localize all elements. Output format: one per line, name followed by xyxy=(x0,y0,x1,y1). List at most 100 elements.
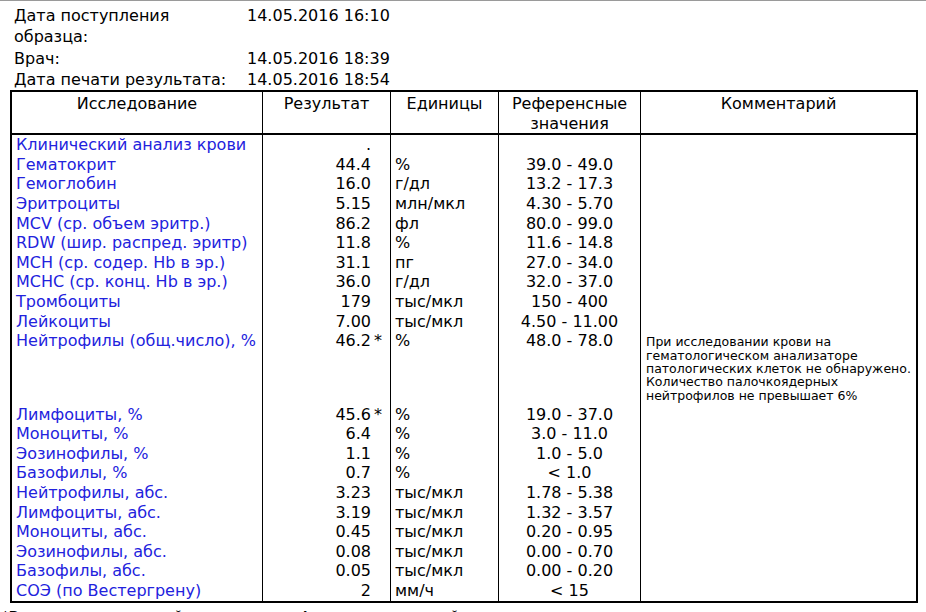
table-row: Гемоглобин 16.0 г/дл 13.2 - 17.3 xyxy=(12,174,916,194)
test-name: MCV (ср. объем эритр.) xyxy=(12,214,263,234)
test-result: 3.19 xyxy=(263,503,391,523)
table-row: Гематокрит 44.4 % 39.0 - 49.0 xyxy=(12,155,916,175)
test-units: % xyxy=(391,331,499,405)
test-result: 0.45 xyxy=(263,522,391,542)
result-value: 3.19 xyxy=(335,503,371,523)
out-of-range-marker xyxy=(371,581,390,601)
reference-range: 0.20 - 0.95 xyxy=(499,522,641,542)
test-result: 86.2 xyxy=(263,214,391,234)
test-comment xyxy=(641,424,916,444)
reference-range: 11.6 - 14.8 xyxy=(499,233,641,253)
reference-range: 4.30 - 5.70 xyxy=(499,194,641,214)
table-row: Базофилы, абс. 0.05 тыс/мкл 0.00 - 0.20 xyxy=(12,561,916,581)
test-units: пг xyxy=(391,253,499,273)
test-name: Эозинофилы, % xyxy=(12,444,263,464)
result-value: 0.45 xyxy=(335,522,371,542)
test-name: Нейтрофилы, абс. xyxy=(12,483,263,503)
test-units: тыс/мкл xyxy=(391,522,499,542)
test-result: 3.23 xyxy=(263,483,391,503)
test-result: 11.8 xyxy=(263,233,391,253)
meta-row-sample-date: Дата поступления образца: 14.05.2016 16:… xyxy=(14,5,926,48)
table-row: Эозинофилы, % 1.1 % 1.0 - 5.0 xyxy=(12,444,916,464)
test-result: 31.1 xyxy=(263,253,391,273)
results-table: Исследование Результат Единицы Референсн… xyxy=(10,90,918,602)
out-of-range-marker xyxy=(371,483,390,503)
result-value: 31.1 xyxy=(335,253,371,273)
test-comment xyxy=(641,312,916,332)
lab-report-page: { "colors": { "test_name_blue": "#2222dd… xyxy=(0,0,926,612)
reference-range: 1.78 - 5.38 xyxy=(499,483,641,503)
test-result: 45.6 * xyxy=(263,405,391,425)
sample-date-label: Дата поступления образца: xyxy=(14,5,247,48)
test-units: % xyxy=(391,444,499,464)
out-of-range-marker xyxy=(371,503,390,523)
out-of-range-marker xyxy=(371,135,390,155)
table-row: Лимфоциты, % 45.6 * % 19.0 - 37.0 xyxy=(12,405,916,425)
test-units: тыс/мкл xyxy=(391,312,499,332)
result-value: 45.6 xyxy=(335,405,371,425)
result-value: 0.05 xyxy=(335,561,371,581)
test-comment xyxy=(641,214,916,234)
table-row: Лимфоциты, абс. 3.19 тыс/мкл 1.32 - 3.57 xyxy=(12,503,916,523)
test-name: MCH (ср. содер. Hb в эр.) xyxy=(12,253,263,273)
test-units: % xyxy=(391,155,499,175)
table-row: Лейкоциты 7.00 тыс/мкл 4.50 - 11.00 xyxy=(12,312,916,332)
result-value: 16.0 xyxy=(335,174,371,194)
reference-range: 0.00 - 0.70 xyxy=(499,542,641,562)
header-test: Исследование xyxy=(12,92,263,133)
reference-range: 27.0 - 34.0 xyxy=(499,253,641,273)
sample-date-value: 14.05.2016 16:10 xyxy=(247,5,390,48)
test-result: 6.4 xyxy=(263,424,391,444)
result-value: 1.1 xyxy=(346,444,371,464)
test-result: 44.4 xyxy=(263,155,391,175)
test-comment xyxy=(641,174,916,194)
test-units: тыс/мкл xyxy=(391,483,499,503)
test-name: Нейтрофилы (общ.число), % xyxy=(12,331,263,405)
test-result: 46.2 * xyxy=(263,331,391,405)
doctor-label: Врач: xyxy=(14,48,247,69)
out-of-range-marker xyxy=(371,214,390,234)
test-comment xyxy=(641,581,916,601)
test-name: СОЭ (по Вестергрену) xyxy=(12,581,263,601)
reference-range: 150 - 400 xyxy=(499,292,641,312)
table-row: Нейтрофилы, абс. 3.23 тыс/мкл 1.78 - 5.3… xyxy=(12,483,916,503)
table-row: Клинический анализ крови . xyxy=(12,135,916,155)
test-units: % xyxy=(391,463,499,483)
test-name: Моноциты, % xyxy=(12,424,263,444)
out-of-range-marker xyxy=(371,194,390,214)
test-units: млн/мкл xyxy=(391,194,499,214)
reference-range: 1.0 - 5.0 xyxy=(499,444,641,464)
test-result: 16.0 xyxy=(263,174,391,194)
test-units: % xyxy=(391,405,499,425)
out-of-range-marker xyxy=(371,444,390,464)
table-row: Эозинофилы, абс. 0.08 тыс/мкл 0.00 - 0.7… xyxy=(12,542,916,562)
result-value: 3.23 xyxy=(335,483,371,503)
test-units: тыс/мкл xyxy=(391,561,499,581)
test-comment xyxy=(641,253,916,273)
print-date-value: 14.05.2016 18:54 xyxy=(247,69,390,90)
test-name: Моноциты, абс. xyxy=(12,522,263,542)
out-of-range-marker xyxy=(371,174,390,194)
test-result: 5.15 xyxy=(263,194,391,214)
test-comment xyxy=(641,194,916,214)
out-of-range-marker xyxy=(371,542,390,562)
table-row: Эритроциты 5.15 млн/мкл 4.30 - 5.70 xyxy=(12,194,916,214)
result-value: 2 xyxy=(361,581,371,601)
reference-range xyxy=(499,135,641,155)
test-comment xyxy=(641,522,916,542)
result-value: 46.2 xyxy=(335,331,371,405)
result-value: 86.2 xyxy=(335,214,371,234)
test-name: Лейкоциты xyxy=(12,312,263,332)
test-name: Гемоглобин xyxy=(12,174,263,194)
reference-range: 32.0 - 37.0 xyxy=(499,272,641,292)
report-meta: Дата поступления образца: 14.05.2016 16:… xyxy=(0,1,926,90)
out-of-range-marker xyxy=(371,522,390,542)
test-result: 179 xyxy=(263,292,391,312)
out-of-range-marker xyxy=(371,272,390,292)
test-result: 0.7 xyxy=(263,463,391,483)
test-comment xyxy=(641,233,916,253)
test-comment xyxy=(641,483,916,503)
result-value: 0.7 xyxy=(346,463,371,483)
test-units: тыс/мкл xyxy=(391,292,499,312)
reference-range: 1.32 - 3.57 xyxy=(499,503,641,523)
